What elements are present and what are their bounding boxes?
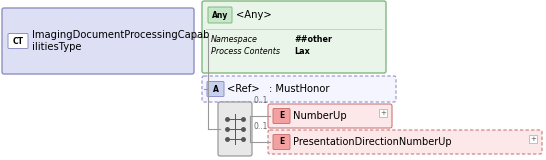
FancyBboxPatch shape xyxy=(207,81,224,96)
Text: NumberUp: NumberUp xyxy=(293,111,347,121)
Bar xyxy=(529,135,537,143)
Text: 0..1: 0..1 xyxy=(253,96,268,105)
Text: <Ref>   : MustHonor: <Ref> : MustHonor xyxy=(227,84,329,94)
FancyBboxPatch shape xyxy=(273,135,290,149)
Text: ImagingDocumentProcessingCapab
ilitiesType: ImagingDocumentProcessingCapab ilitiesTy… xyxy=(32,30,209,52)
Text: Namespace: Namespace xyxy=(211,35,258,44)
FancyBboxPatch shape xyxy=(8,33,28,48)
Text: +: + xyxy=(380,110,386,116)
Text: PresentationDirectionNumberUp: PresentationDirectionNumberUp xyxy=(293,137,452,147)
Text: E: E xyxy=(279,112,284,120)
FancyBboxPatch shape xyxy=(202,76,396,102)
FancyBboxPatch shape xyxy=(218,102,252,156)
Bar xyxy=(379,109,387,117)
Text: 0..1: 0..1 xyxy=(253,122,268,131)
Text: CT: CT xyxy=(13,36,23,45)
Text: Process Contents: Process Contents xyxy=(211,48,280,56)
FancyBboxPatch shape xyxy=(2,8,194,74)
FancyBboxPatch shape xyxy=(208,7,232,23)
Text: Any: Any xyxy=(212,11,228,20)
Text: E: E xyxy=(279,137,284,147)
Text: =: = xyxy=(193,34,199,40)
Text: <Any>: <Any> xyxy=(236,10,271,20)
FancyBboxPatch shape xyxy=(268,104,392,128)
FancyBboxPatch shape xyxy=(202,1,386,73)
FancyBboxPatch shape xyxy=(273,108,290,124)
FancyBboxPatch shape xyxy=(268,130,542,154)
Text: +: + xyxy=(530,136,536,142)
Text: A: A xyxy=(212,84,218,93)
Text: ##other: ##other xyxy=(294,35,332,44)
Text: Lax: Lax xyxy=(294,48,310,56)
